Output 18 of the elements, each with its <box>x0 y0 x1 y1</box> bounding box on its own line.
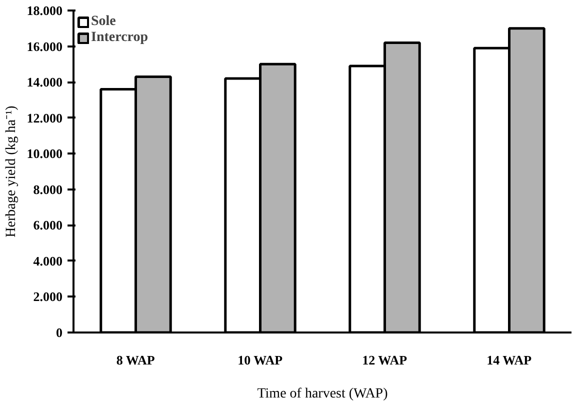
y-tick-label: 0 <box>56 325 62 340</box>
y-tick-label: 10.000 <box>26 146 62 162</box>
y-tick-label: 8.000 <box>33 182 62 197</box>
y-tick-label: 4.000 <box>33 253 62 268</box>
y-tick-label: 14.000 <box>26 74 62 90</box>
legend-label: Sole <box>91 14 116 30</box>
x-tick-label: 14 WAP <box>486 352 532 368</box>
x-axis-title: Time of harvest (WAP) <box>257 386 388 402</box>
legend-label: Intercrop <box>91 30 148 46</box>
y-tick-label: 12.000 <box>26 110 62 126</box>
y-tick-label: 18.000 <box>26 3 62 18</box>
x-tick-label: 12 WAP <box>362 352 408 368</box>
y-axis-title: Herbage yield (kg ha⁻¹) <box>4 105 19 238</box>
y-tick-label: 16.000 <box>26 38 62 54</box>
y-tick-label: 6.000 <box>33 218 62 233</box>
x-tick-label: 8 WAP <box>116 352 155 368</box>
y-tick-label: 2.000 <box>33 289 62 304</box>
x-tick-label: 10 WAP <box>238 352 283 368</box>
